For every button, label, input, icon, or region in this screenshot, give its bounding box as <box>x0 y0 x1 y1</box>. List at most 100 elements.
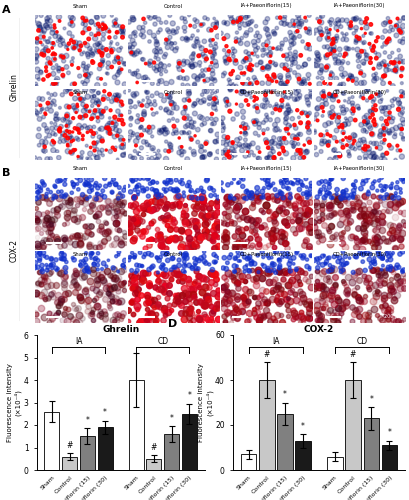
Point <box>132 270 139 278</box>
Point <box>108 46 115 54</box>
Point <box>316 316 323 324</box>
Point <box>328 175 335 183</box>
Point <box>83 296 90 304</box>
Point <box>283 127 290 135</box>
Point <box>153 51 160 59</box>
Point <box>353 80 360 88</box>
Point <box>335 20 342 28</box>
Point <box>379 75 385 83</box>
Point <box>390 314 396 322</box>
Point <box>151 296 157 304</box>
Point <box>142 250 148 258</box>
Point <box>173 185 180 193</box>
Point <box>382 126 389 134</box>
Point <box>221 46 227 54</box>
Point <box>203 176 210 184</box>
Point <box>194 194 201 202</box>
Point <box>220 187 227 195</box>
Point <box>79 272 85 280</box>
Point <box>202 228 208 235</box>
Point <box>364 118 370 126</box>
Point <box>276 206 283 214</box>
Point <box>389 82 396 90</box>
Point <box>99 241 106 249</box>
Point <box>246 143 252 151</box>
Point <box>32 217 39 225</box>
Point <box>400 14 407 22</box>
Point <box>195 276 201 284</box>
Point <box>70 114 76 122</box>
Point <box>256 132 262 140</box>
Point <box>208 212 215 220</box>
Point <box>371 74 378 82</box>
Text: IA+Paeoniflorin(15): IA+Paeoniflorin(15) <box>240 166 292 171</box>
Point <box>247 243 254 251</box>
Point <box>339 234 345 242</box>
Point <box>226 82 232 90</box>
Point <box>238 102 245 110</box>
Point <box>372 121 379 129</box>
Point <box>133 142 139 150</box>
Point <box>222 56 229 64</box>
Point <box>390 234 397 242</box>
Point <box>77 239 84 247</box>
Point <box>249 194 255 202</box>
Point <box>62 235 68 243</box>
Point <box>273 296 279 304</box>
Point <box>267 102 273 110</box>
Point <box>145 312 151 320</box>
Point <box>70 80 76 88</box>
Point <box>261 46 268 54</box>
Point <box>307 185 314 193</box>
Point <box>176 58 182 66</box>
Point <box>213 252 219 260</box>
Point <box>118 312 125 320</box>
Point <box>185 121 191 129</box>
Point <box>80 272 87 280</box>
Point <box>298 20 304 28</box>
Point <box>157 230 163 238</box>
Point <box>398 234 404 242</box>
Point <box>365 142 371 150</box>
Point <box>171 122 177 130</box>
Point <box>36 141 43 149</box>
Point <box>146 28 153 36</box>
Point <box>225 288 231 296</box>
Point <box>373 236 379 244</box>
Point <box>209 54 216 62</box>
Point <box>161 261 167 269</box>
Point <box>260 191 267 199</box>
Point <box>378 104 385 112</box>
Point <box>245 12 252 20</box>
Point <box>195 308 201 316</box>
Point <box>284 108 290 116</box>
Point <box>116 248 122 256</box>
Point <box>357 15 363 23</box>
Point <box>281 147 287 155</box>
Point <box>134 131 141 139</box>
Point <box>95 276 101 283</box>
Point <box>79 314 85 322</box>
Point <box>240 70 247 78</box>
Point <box>329 109 335 117</box>
Point <box>153 316 160 324</box>
Point <box>238 18 245 25</box>
Point <box>118 112 125 120</box>
Point <box>95 210 101 218</box>
Point <box>318 304 325 312</box>
Point <box>51 56 57 64</box>
Point <box>33 82 40 90</box>
Point <box>79 14 86 22</box>
Point <box>350 15 357 23</box>
Point <box>38 50 45 58</box>
Point <box>373 106 379 114</box>
Point <box>380 72 387 80</box>
Point <box>73 304 79 312</box>
Point <box>95 256 101 264</box>
Point <box>370 208 377 216</box>
Point <box>300 317 306 325</box>
Point <box>245 142 252 150</box>
Point <box>95 102 102 110</box>
Point <box>396 264 402 272</box>
Text: B: B <box>2 168 10 177</box>
